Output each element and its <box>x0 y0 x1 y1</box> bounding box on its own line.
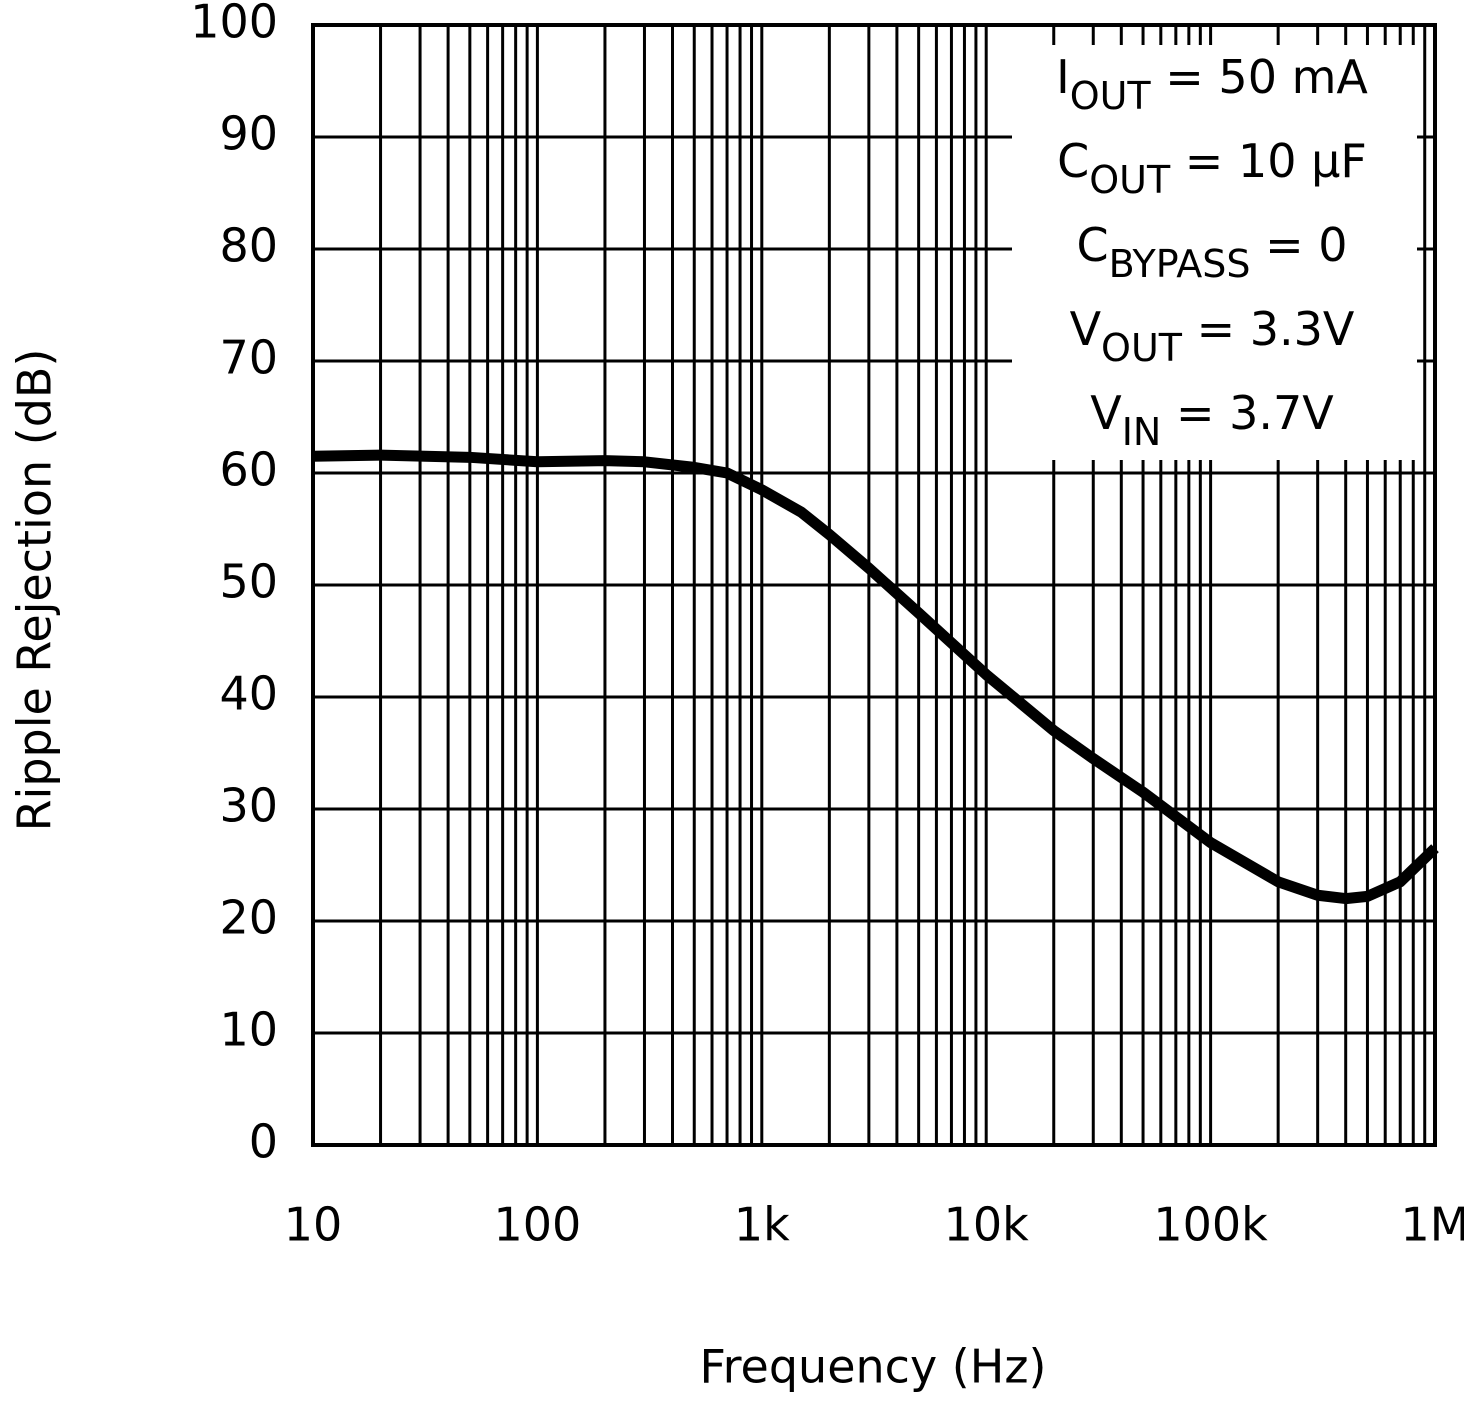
annotation: IOUT = 50 mA <box>1056 50 1368 118</box>
y-tick-label: 30 <box>219 779 278 833</box>
annotation: CBYPASS = 0 <box>1076 218 1347 286</box>
x-tick-label: 100 <box>493 1198 581 1252</box>
annotation-symbol: V <box>1090 386 1122 440</box>
annotation-value: = 50 mA <box>1151 50 1369 104</box>
annotation-subscript: OUT <box>1070 74 1152 118</box>
annotation-subscript: IN <box>1122 410 1162 454</box>
annotation-value: = 3.7V <box>1161 386 1334 440</box>
y-tick-label: 0 <box>249 1115 278 1169</box>
annotation-subscript: OUT <box>1089 158 1171 202</box>
annotation: COUT = 10 μF <box>1057 134 1367 202</box>
annotation-value: = 3.3V <box>1182 302 1355 356</box>
annotation-background <box>1012 45 1417 460</box>
x-tick-label: 1k <box>734 1198 790 1252</box>
y-tick-label: 10 <box>219 1003 278 1057</box>
y-tick-label: 60 <box>219 443 278 497</box>
annotation: VOUT = 3.3V <box>1070 302 1355 370</box>
y-tick-label: 40 <box>219 667 278 721</box>
annotation-value: = 0 <box>1251 218 1348 272</box>
annotation-symbol: C <box>1057 134 1089 188</box>
y-tick-label: 80 <box>219 219 278 273</box>
annotation-symbol: V <box>1070 302 1102 356</box>
y-tick-label: 90 <box>219 107 278 161</box>
annotation-symbol: C <box>1076 218 1108 272</box>
x-tick-label: 100k <box>1153 1198 1268 1252</box>
plot-frame <box>311 23 1437 1147</box>
y-tick-label: 70 <box>219 331 278 385</box>
annotation-subscript: BYPASS <box>1109 242 1251 286</box>
x-tick-label: 10 <box>284 1198 343 1252</box>
y-tick-label: 50 <box>219 555 278 609</box>
annotation-symbol: I <box>1056 50 1070 104</box>
x-tick-label: 10k <box>944 1198 1030 1252</box>
x-axis-title: Frequency (Hz) <box>700 1340 1047 1394</box>
annotation-subscript: OUT <box>1101 326 1183 370</box>
annotation: VIN = 3.7V <box>1090 386 1334 454</box>
data-line <box>312 449 1439 905</box>
annotation-value: = 10 μF <box>1170 134 1367 188</box>
x-tick-label: 1M <box>1401 1198 1464 1252</box>
y-tick-label: 20 <box>219 891 278 945</box>
y-tick-label: 100 <box>190 0 278 49</box>
y-axis-title: Ripple Rejection (dB) <box>8 349 62 832</box>
